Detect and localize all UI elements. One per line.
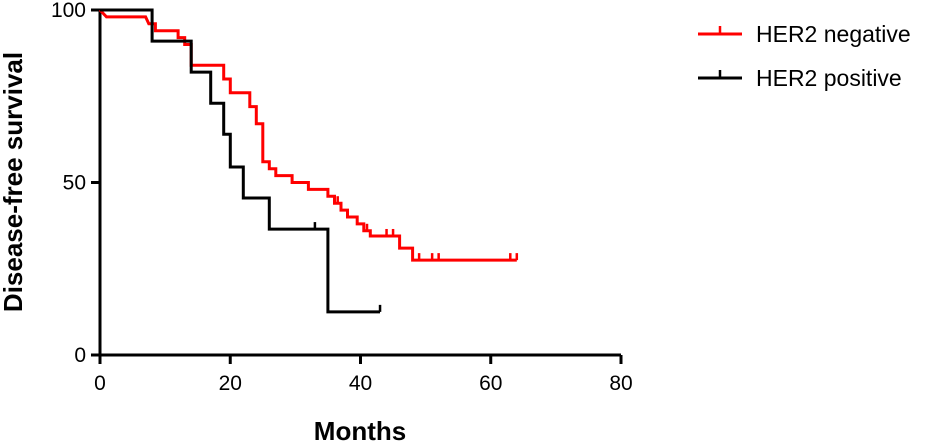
y-axis-title: Disease-free survival xyxy=(0,52,28,312)
survival-curve-her2-negative xyxy=(98,8,517,262)
x-tick-label: 60 xyxy=(479,372,502,395)
y-tick-label: 100 xyxy=(51,0,86,22)
legend: HER2 negative HER2 positive xyxy=(698,21,911,91)
axes: 0 20 40 60 80 0 50 100 xyxy=(51,0,633,395)
survival-curve-her2-positive xyxy=(100,8,380,314)
legend-label-her2-positive: HER2 positive xyxy=(756,65,902,91)
legend-item-her2-positive: HER2 positive xyxy=(698,65,902,91)
x-tick-label: 40 xyxy=(349,372,372,395)
series-her2-positive xyxy=(100,8,382,314)
legend-item-her2-negative: HER2 negative xyxy=(698,21,911,47)
x-tick-label: 0 xyxy=(94,372,106,395)
x-tick-label: 80 xyxy=(609,372,632,395)
series-layer xyxy=(98,8,519,314)
y-tick-label: 0 xyxy=(74,344,86,367)
x-tick-label: 20 xyxy=(219,372,242,395)
y-tick-label: 50 xyxy=(63,172,86,195)
series-her2-negative xyxy=(98,8,519,262)
x-axis-title: Months xyxy=(314,416,406,443)
legend-label-her2-negative: HER2 negative xyxy=(756,21,911,47)
